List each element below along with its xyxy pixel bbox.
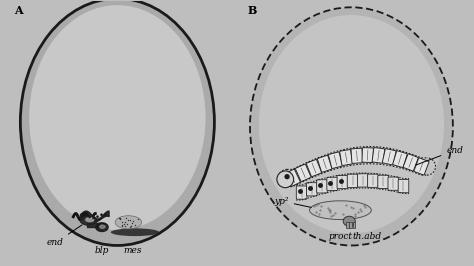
Text: mes: mes: [124, 246, 142, 255]
FancyBboxPatch shape: [347, 174, 358, 188]
Text: proct: proct: [328, 232, 352, 241]
Ellipse shape: [259, 15, 444, 233]
Circle shape: [92, 217, 95, 219]
Circle shape: [76, 215, 79, 218]
Polygon shape: [96, 223, 108, 231]
FancyBboxPatch shape: [318, 155, 332, 172]
FancyBboxPatch shape: [357, 174, 368, 187]
Ellipse shape: [29, 5, 206, 230]
FancyBboxPatch shape: [368, 174, 378, 187]
FancyBboxPatch shape: [398, 180, 409, 193]
FancyBboxPatch shape: [327, 177, 337, 190]
Bar: [353, 222, 355, 228]
FancyBboxPatch shape: [284, 169, 301, 187]
Circle shape: [284, 174, 290, 179]
FancyBboxPatch shape: [362, 148, 374, 163]
FancyBboxPatch shape: [296, 186, 307, 199]
Bar: [346, 222, 348, 228]
FancyBboxPatch shape: [383, 149, 396, 165]
Text: end: end: [47, 225, 82, 247]
FancyBboxPatch shape: [340, 149, 353, 165]
FancyBboxPatch shape: [328, 152, 342, 168]
Text: yp²: yp²: [274, 197, 311, 207]
Ellipse shape: [111, 228, 159, 236]
Text: th.abd: th.abd: [352, 232, 382, 241]
FancyBboxPatch shape: [393, 151, 407, 168]
Ellipse shape: [250, 7, 453, 246]
FancyBboxPatch shape: [337, 175, 347, 189]
FancyBboxPatch shape: [403, 154, 418, 171]
FancyBboxPatch shape: [372, 148, 385, 163]
FancyBboxPatch shape: [388, 177, 399, 190]
Ellipse shape: [20, 0, 214, 246]
FancyBboxPatch shape: [306, 160, 321, 177]
Circle shape: [84, 214, 87, 216]
Text: B: B: [248, 5, 257, 16]
Circle shape: [88, 215, 91, 218]
Ellipse shape: [310, 201, 371, 219]
Ellipse shape: [343, 216, 356, 226]
FancyBboxPatch shape: [378, 175, 388, 189]
Text: blp: blp: [95, 246, 109, 255]
FancyBboxPatch shape: [351, 148, 363, 163]
FancyBboxPatch shape: [317, 180, 327, 193]
Circle shape: [80, 213, 83, 216]
Polygon shape: [80, 216, 97, 225]
Circle shape: [96, 215, 99, 218]
FancyBboxPatch shape: [307, 183, 317, 196]
FancyBboxPatch shape: [295, 164, 311, 181]
Polygon shape: [86, 218, 94, 222]
Circle shape: [100, 213, 103, 216]
Circle shape: [277, 171, 294, 188]
FancyBboxPatch shape: [414, 158, 429, 175]
Polygon shape: [100, 225, 105, 228]
Circle shape: [104, 213, 107, 216]
Ellipse shape: [115, 216, 142, 229]
Bar: [349, 222, 352, 228]
Text: A: A: [14, 5, 22, 16]
Text: end: end: [416, 146, 463, 165]
